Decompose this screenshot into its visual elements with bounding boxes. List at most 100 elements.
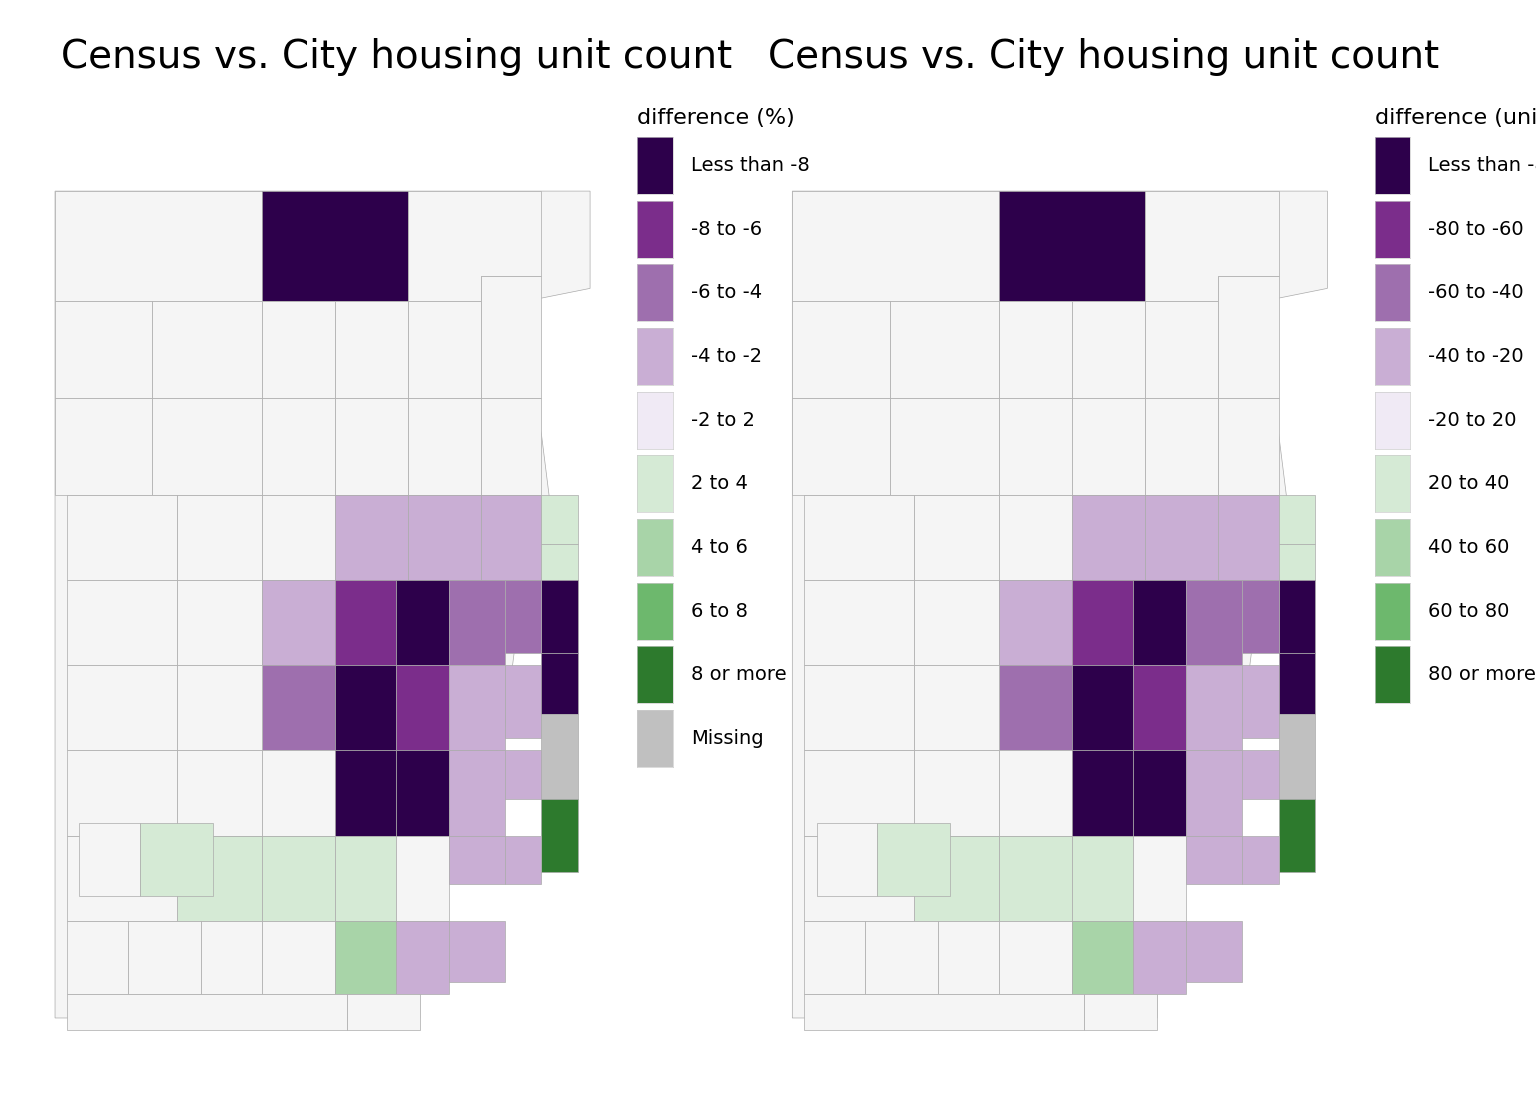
- Polygon shape: [152, 398, 261, 495]
- Polygon shape: [914, 836, 998, 920]
- Polygon shape: [1218, 495, 1279, 580]
- Polygon shape: [805, 994, 1084, 1030]
- Polygon shape: [1243, 836, 1279, 884]
- Polygon shape: [805, 580, 914, 666]
- Polygon shape: [1072, 301, 1144, 398]
- Polygon shape: [449, 920, 505, 982]
- Polygon shape: [152, 301, 261, 398]
- Polygon shape: [261, 836, 335, 920]
- Polygon shape: [481, 495, 542, 580]
- Polygon shape: [877, 824, 951, 896]
- Text: 8 or more: 8 or more: [691, 665, 786, 685]
- Polygon shape: [335, 666, 395, 750]
- Polygon shape: [335, 580, 395, 666]
- Polygon shape: [335, 301, 407, 398]
- Polygon shape: [998, 836, 1072, 920]
- Polygon shape: [481, 398, 542, 495]
- Polygon shape: [201, 920, 261, 994]
- Polygon shape: [1279, 714, 1315, 799]
- Text: Census vs. City housing unit count: Census vs. City housing unit count: [768, 38, 1439, 77]
- Polygon shape: [542, 714, 578, 799]
- Polygon shape: [1279, 544, 1315, 580]
- Polygon shape: [68, 836, 177, 920]
- Polygon shape: [1072, 398, 1144, 495]
- Polygon shape: [395, 920, 449, 994]
- Text: 60 to 80: 60 to 80: [1428, 601, 1510, 621]
- Text: -8 to -6: -8 to -6: [691, 219, 762, 239]
- Polygon shape: [998, 666, 1072, 750]
- Text: 80 or more: 80 or more: [1428, 665, 1536, 685]
- Polygon shape: [1132, 836, 1186, 920]
- Text: Missing: Missing: [691, 728, 763, 748]
- Polygon shape: [1186, 836, 1243, 884]
- Polygon shape: [998, 920, 1072, 994]
- Text: -6 to -4: -6 to -4: [691, 283, 762, 303]
- Polygon shape: [177, 666, 261, 750]
- Polygon shape: [889, 398, 998, 495]
- Polygon shape: [1279, 495, 1315, 544]
- Polygon shape: [793, 191, 1327, 1018]
- Polygon shape: [347, 994, 419, 1030]
- Polygon shape: [505, 750, 542, 799]
- Polygon shape: [55, 398, 152, 495]
- Polygon shape: [998, 495, 1072, 580]
- Text: difference (%): difference (%): [637, 109, 796, 128]
- Polygon shape: [793, 398, 889, 495]
- Polygon shape: [68, 580, 177, 666]
- Polygon shape: [68, 920, 127, 994]
- Polygon shape: [68, 750, 177, 836]
- Polygon shape: [335, 495, 407, 580]
- Polygon shape: [1132, 920, 1186, 994]
- Text: -4 to -2: -4 to -2: [691, 347, 762, 366]
- Polygon shape: [998, 191, 1144, 301]
- Polygon shape: [998, 301, 1072, 398]
- Polygon shape: [1072, 580, 1132, 666]
- Text: -80 to -60: -80 to -60: [1428, 219, 1524, 239]
- Polygon shape: [261, 495, 335, 580]
- Text: 40 to 60: 40 to 60: [1428, 538, 1510, 557]
- Polygon shape: [817, 824, 877, 896]
- Polygon shape: [1132, 750, 1186, 836]
- Polygon shape: [1218, 276, 1279, 398]
- Polygon shape: [449, 750, 505, 836]
- Polygon shape: [505, 836, 542, 884]
- Polygon shape: [793, 191, 998, 301]
- Text: 6 to 8: 6 to 8: [691, 601, 748, 621]
- Polygon shape: [1186, 580, 1243, 666]
- Polygon shape: [805, 666, 914, 750]
- Polygon shape: [998, 750, 1072, 836]
- Polygon shape: [407, 191, 542, 301]
- Polygon shape: [395, 836, 449, 920]
- Polygon shape: [140, 824, 214, 896]
- Polygon shape: [1072, 920, 1132, 994]
- Polygon shape: [55, 191, 261, 301]
- Polygon shape: [1144, 398, 1218, 495]
- Polygon shape: [542, 495, 578, 544]
- Polygon shape: [914, 580, 998, 666]
- Polygon shape: [938, 920, 998, 994]
- Polygon shape: [1144, 301, 1218, 398]
- Polygon shape: [177, 750, 261, 836]
- Polygon shape: [177, 836, 261, 920]
- Polygon shape: [68, 666, 177, 750]
- Polygon shape: [395, 580, 449, 666]
- Polygon shape: [1144, 191, 1279, 301]
- Text: Less than -80: Less than -80: [1428, 156, 1536, 176]
- Polygon shape: [1144, 495, 1218, 580]
- Polygon shape: [261, 191, 407, 301]
- Polygon shape: [1279, 580, 1315, 653]
- Text: 2 to 4: 2 to 4: [691, 474, 748, 494]
- Polygon shape: [407, 398, 481, 495]
- Text: -60 to -40: -60 to -40: [1428, 283, 1524, 303]
- Polygon shape: [80, 824, 140, 896]
- Polygon shape: [449, 666, 505, 750]
- Polygon shape: [261, 666, 335, 750]
- Polygon shape: [1279, 799, 1315, 872]
- Polygon shape: [1132, 580, 1186, 666]
- Polygon shape: [998, 398, 1072, 495]
- Polygon shape: [261, 750, 335, 836]
- Polygon shape: [805, 836, 914, 920]
- Polygon shape: [407, 495, 481, 580]
- Polygon shape: [1132, 666, 1186, 750]
- Polygon shape: [914, 495, 998, 580]
